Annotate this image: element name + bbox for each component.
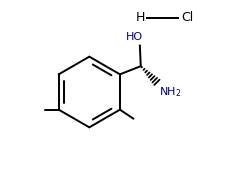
Text: H: H (135, 11, 145, 24)
Text: NH$_2$: NH$_2$ (159, 85, 182, 99)
Text: Cl: Cl (181, 11, 193, 24)
Text: HO: HO (126, 32, 143, 42)
